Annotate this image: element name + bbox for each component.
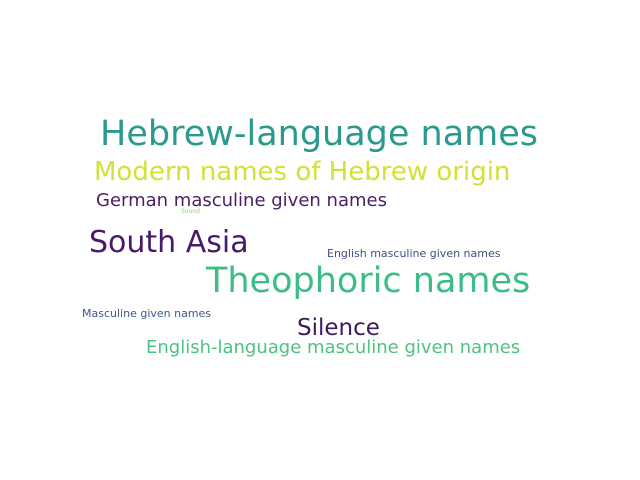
word-silence: Silence (297, 315, 380, 341)
word-south-asia: South Asia (89, 225, 249, 260)
word-hebrew-language-names: Hebrew-language names (100, 114, 539, 154)
word-modern-names-of-hebrew-origin: Modern names of Hebrew origin (94, 157, 511, 187)
word-sound: Sound (181, 208, 200, 215)
word-english-masculine-given-names: English masculine given names (327, 247, 501, 260)
word-masculine-given-names: Masculine given names (82, 307, 212, 320)
word-german-masculine-given-names: German masculine given names (96, 190, 387, 211)
word-english-language-masculine-given-names: English-language masculine given names (146, 337, 521, 358)
word-theophoric-names: Theophoric names (206, 261, 531, 301)
